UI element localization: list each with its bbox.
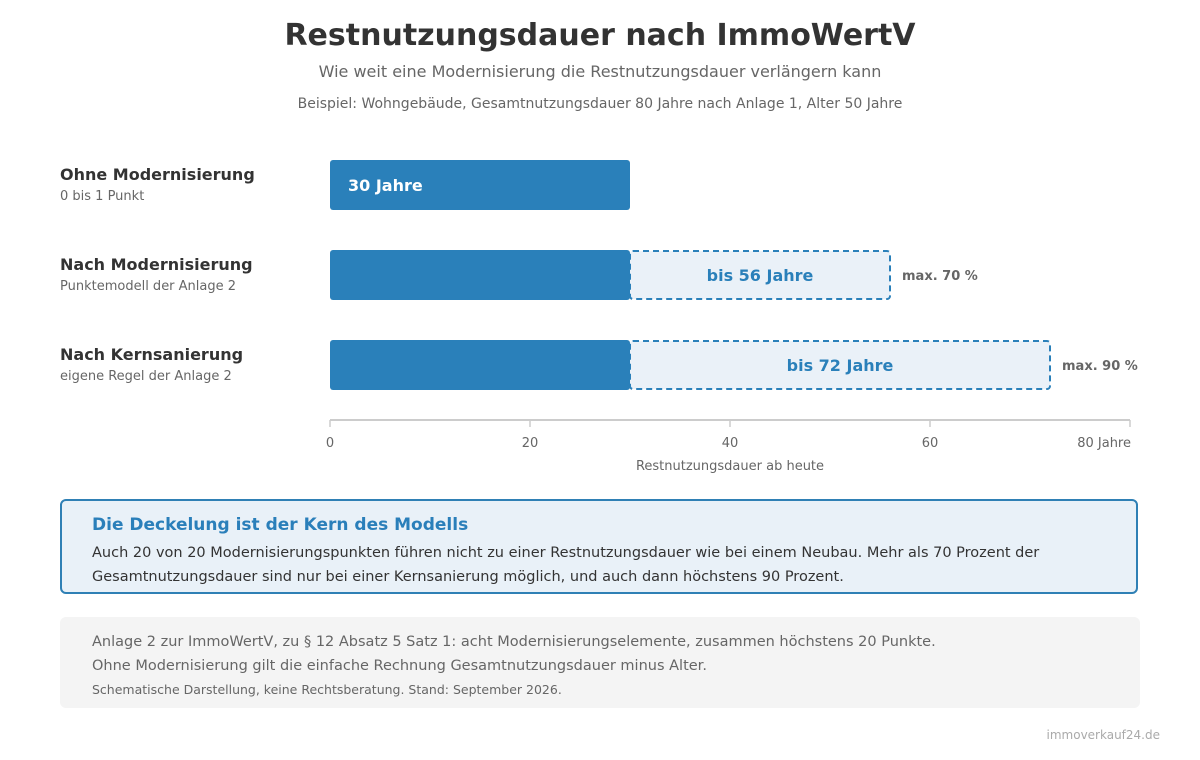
x-tick-label: 20 bbox=[522, 436, 539, 451]
info-callout: Die Deckelung ist der Kern des Modells A… bbox=[60, 499, 1138, 594]
chart-title: Restnutzungsdauer nach ImmoWertV bbox=[284, 18, 916, 53]
source-credit: immoverkauf24.de bbox=[1046, 728, 1160, 742]
info-text-line: Auch 20 von 20 Modernisierungspunkten fü… bbox=[92, 545, 1040, 561]
row-label-main: Ohne Modernisierung bbox=[60, 165, 255, 184]
footnote-box: Anlage 2 zur ImmoWertV, zu § 12 Absatz 5… bbox=[60, 617, 1140, 708]
max-percent-label: max. 90 % bbox=[1062, 359, 1138, 374]
info-text-line: Gesamtnutzungsdauer sind nur bei einer K… bbox=[92, 569, 844, 585]
row-label-ohne: Ohne Modernisierung 0 bis 1 Punkt bbox=[60, 165, 255, 204]
x-tick-label: 80 Jahre bbox=[1077, 436, 1131, 451]
row-label-sub: Punktemodell der Anlage 2 bbox=[60, 279, 237, 294]
bar-value-label: bis 72 Jahre bbox=[787, 356, 894, 375]
max-percent-label: max. 70 % bbox=[902, 269, 978, 284]
x-axis-label: Restnutzungsdauer ab heute bbox=[636, 459, 824, 474]
disclaimer: Schematische Darstellung, keine Rechtsbe… bbox=[92, 682, 562, 697]
row-label-main: Nach Kernsanierung bbox=[60, 345, 244, 364]
footnote-line: Anlage 2 zur ImmoWertV, zu § 12 Absatz 5… bbox=[92, 634, 936, 650]
base-bar bbox=[330, 160, 630, 210]
example-note: Beispiel: Wohngebäude, Gesamtnutzungsdau… bbox=[297, 96, 903, 112]
chart-subtitle: Wie weit eine Modernisierung die Restnut… bbox=[318, 62, 882, 81]
x-tick-label: 0 bbox=[326, 436, 334, 451]
bar-value-label: bis 56 Jahre bbox=[707, 266, 814, 285]
bar-value-label: 30 Jahre bbox=[348, 176, 423, 195]
row-label-sub: 0 bis 1 Punkt bbox=[60, 189, 145, 204]
bar-chart: 30 Jahre bis 56 Jahre max. 70 % bis 72 Jahr… bbox=[326, 160, 1138, 474]
row-label-modernisierung: Nach Modernisierung Punktemodell der Anl… bbox=[60, 255, 253, 294]
row-label-sub: eigene Regel der Anlage 2 bbox=[60, 369, 232, 384]
x-tick-label: 40 bbox=[722, 436, 739, 451]
info-text: Auch 20 von 20 Modernisierungspunkten fü… bbox=[92, 541, 1106, 589]
row-label-kernsanierung: Nach Kernsanierung eigene Regel der Anla… bbox=[60, 345, 243, 384]
base-bar bbox=[330, 340, 630, 390]
info-title: Die Deckelung ist der Kern des Modells bbox=[92, 515, 469, 535]
x-tick-label: 60 bbox=[922, 436, 939, 451]
base-bar bbox=[330, 250, 630, 300]
row-label-main: Nach Modernisierung bbox=[60, 255, 253, 274]
footnote-line: Ohne Modernisierung gilt die einfache Re… bbox=[92, 658, 707, 674]
